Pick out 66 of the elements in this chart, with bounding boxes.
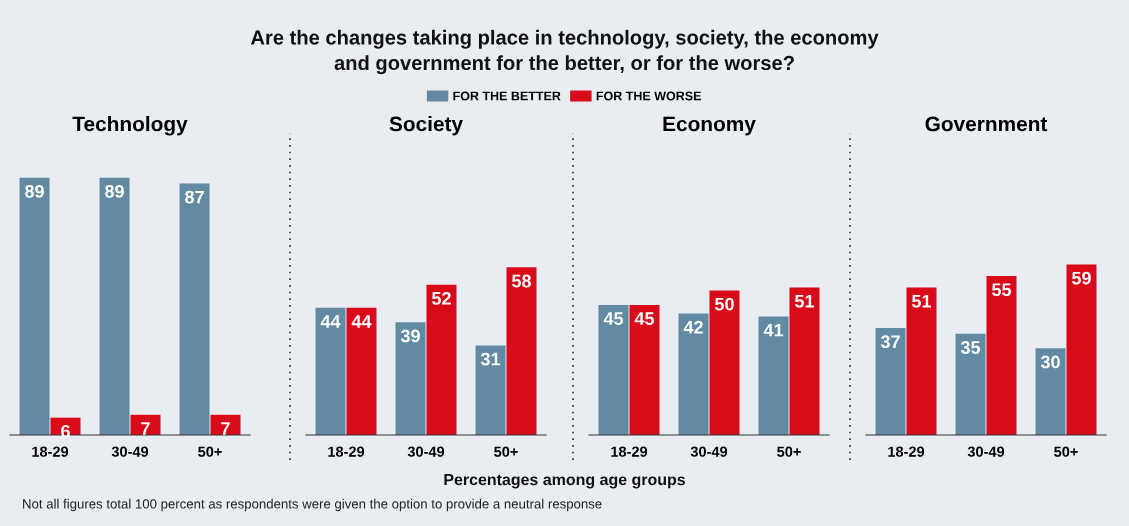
- x-tick-label: 30-49: [111, 446, 149, 457]
- x-tick-label: 18-29: [328, 446, 365, 457]
- data-label: 87: [185, 190, 204, 204]
- legend-label: FOR THE BETTER: [453, 91, 561, 101]
- bar: [315, 307, 346, 435]
- data-label: 45: [603, 312, 624, 325]
- chart-title: Government: [925, 116, 1048, 132]
- chart-title: Society: [389, 116, 463, 136]
- data-label: 89: [25, 184, 44, 198]
- data-label: 44: [351, 315, 372, 328]
- bar: [346, 307, 377, 435]
- data-label: 51: [912, 295, 932, 308]
- data-label: 51: [795, 295, 815, 308]
- data-label: 6: [61, 424, 70, 438]
- data-label: 41: [763, 323, 784, 337]
- data-label: 30: [1040, 355, 1060, 369]
- bar: [179, 183, 210, 435]
- text: Not all figures total 100 percent as respondents were given the option to provide a neutral response: [23, 498, 602, 512]
- bar: [789, 287, 820, 435]
- x-tick-label: 30-49: [690, 446, 728, 457]
- x-tick-label: 18-29: [32, 446, 69, 457]
- bar: [506, 267, 537, 435]
- bar: [906, 287, 937, 435]
- chart-title: Technology: [72, 116, 188, 136]
- bar: [875, 328, 906, 435]
- bar: [1035, 348, 1066, 435]
- bar: [395, 322, 426, 435]
- text: Are the changes taking place in technology, society, the economy and government for the better, or for the worse?: [250, 29, 879, 75]
- data-label: 89: [105, 184, 124, 198]
- bar: [678, 313, 709, 435]
- x-tick-label: 50+: [494, 446, 518, 457]
- data-label: 7: [141, 422, 150, 435]
- data-label: 37: [880, 335, 900, 349]
- data-label: 7: [221, 422, 230, 435]
- data-label: 45: [634, 312, 655, 325]
- x-tick-label: 50+: [1054, 446, 1078, 457]
- x-tick-label: 50+: [198, 446, 222, 457]
- chart-title: Economy: [663, 116, 756, 136]
- data-label: 31: [480, 352, 501, 366]
- data-label: 44: [320, 315, 341, 328]
- bar: [475, 345, 506, 435]
- legend-label: FOR THE WORSE: [596, 91, 701, 101]
- x-tick-label: 50+: [777, 446, 801, 457]
- bar: [955, 333, 986, 435]
- bar: [598, 304, 629, 435]
- bar: [629, 304, 660, 435]
- x-tick-label: 30-49: [407, 446, 445, 457]
- data-label: 52: [432, 291, 451, 305]
- bar: [99, 177, 130, 435]
- bar: [709, 290, 740, 435]
- data-label: 55: [992, 283, 1012, 297]
- data-label: 35: [960, 341, 981, 354]
- data-label: 59: [1072, 271, 1091, 285]
- bar: [758, 316, 789, 435]
- x-tick-label: 30-49: [967, 446, 1005, 457]
- data-label: 39: [400, 329, 420, 343]
- data-label: 42: [683, 320, 703, 334]
- x-tick-label: 18-29: [611, 446, 648, 457]
- text: Percentages among age groups: [444, 474, 686, 489]
- bar: [986, 276, 1017, 435]
- bar: [1066, 264, 1097, 435]
- x-tick-label: 18-29: [888, 446, 925, 457]
- bar: [426, 284, 457, 435]
- data-label: 50: [715, 297, 734, 311]
- data-label: 58: [512, 274, 531, 288]
- bar: [19, 177, 50, 435]
